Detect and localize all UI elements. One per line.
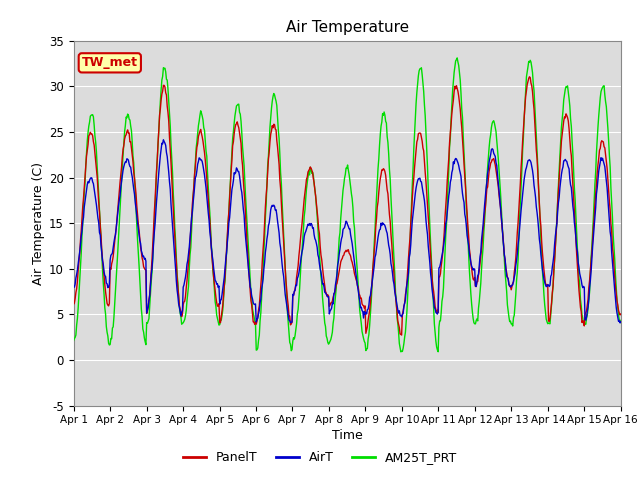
Title: Air Temperature: Air Temperature [285,21,409,36]
Legend: PanelT, AirT, AM25T_PRT: PanelT, AirT, AM25T_PRT [178,446,462,469]
X-axis label: Time: Time [332,430,363,443]
Text: TW_met: TW_met [82,56,138,69]
Y-axis label: Air Temperature (C): Air Temperature (C) [32,162,45,285]
